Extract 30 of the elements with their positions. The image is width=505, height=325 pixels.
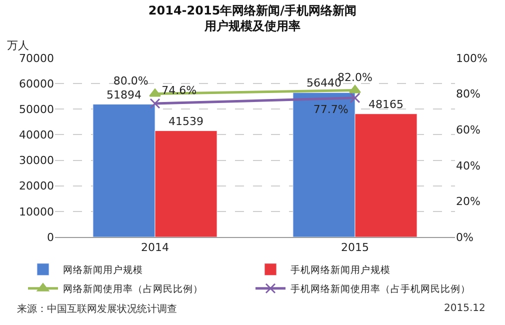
y-tick-label: 50000 — [19, 102, 54, 116]
y-tick-label: 40000 — [19, 128, 54, 142]
y-tick-label: 70000 — [19, 52, 54, 65]
data-label: 51894 — [106, 88, 142, 102]
data-label: 48165 — [368, 98, 404, 111]
y2-tick-label: 20% — [456, 195, 480, 208]
y2-tick-label: 0% — [456, 230, 474, 244]
y2-tick-label: 100% — [456, 52, 488, 65]
x-tick-label: 2014 — [141, 241, 169, 254]
data-label: 77.7% — [313, 102, 348, 116]
y2-tick-label: 80% — [456, 88, 480, 101]
y-tick-label: 10000 — [19, 205, 54, 218]
data-label: 80.0% — [113, 74, 148, 88]
y-tick-label: 0 — [47, 230, 54, 244]
legend-label: 手机网络新闻使用率（占手机网民比例） — [290, 283, 470, 296]
y-tick-label: 20000 — [19, 180, 54, 193]
y-tick-label: 30000 — [19, 154, 54, 168]
chart-title: 2014-2015年网络新闻/手机网络新闻 — [148, 4, 357, 18]
source-note: 来源：中国互联网发展状况统计调查 — [17, 303, 177, 315]
legend-label: 网络新闻用户规模 — [63, 264, 143, 276]
text: 2015.12 — [444, 303, 486, 314]
chart-subtitle: 用户规模及使用率 — [204, 19, 300, 34]
legend-label: 网络新闻使用率（占网民比例） — [63, 283, 203, 296]
x-tick-label: 2015 — [341, 241, 369, 254]
data-label: 41539 — [168, 114, 204, 128]
y-tick-label: 60000 — [19, 77, 54, 90]
y2-tick-label: 60% — [456, 123, 480, 136]
y-axis-title: 万人 — [7, 39, 29, 52]
y2-tick-label: 40% — [456, 159, 480, 172]
legend-label: 手机网络新闻用户规模 — [290, 264, 390, 276]
